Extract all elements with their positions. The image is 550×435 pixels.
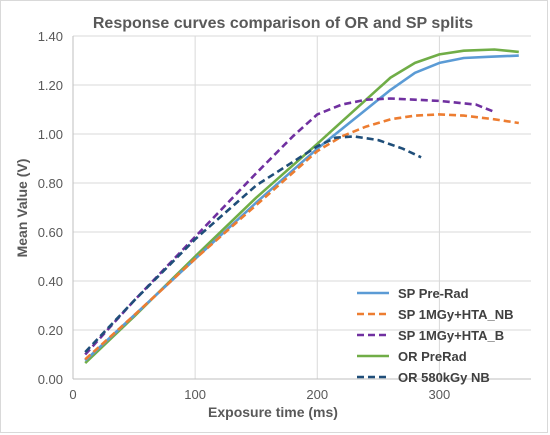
y-tick-label: 0.80 bbox=[38, 176, 63, 191]
x-tick-label: 100 bbox=[184, 387, 206, 402]
series-lines bbox=[84, 48, 519, 365]
legend-label: OR 580kGy NB bbox=[398, 370, 490, 385]
y-tick-label: 0.60 bbox=[38, 225, 63, 240]
legend-label: SP Pre-Rad bbox=[398, 286, 469, 301]
legend-label: SP 1MGy+HTA_NB bbox=[398, 307, 513, 322]
series-line-sp-1mgy-hta-b bbox=[84, 97, 495, 356]
y-tick-label: 0.20 bbox=[38, 323, 63, 338]
chart-title: Response curves comparison of OR and SP … bbox=[93, 15, 473, 32]
axes: 0.00 0.20 0.40 0.60 0.80 1.00 1.20 1.40 0 100 200 3… bbox=[38, 29, 531, 402]
y-tick-label: 1.20 bbox=[38, 78, 63, 93]
legend: SP Pre-Rad SP 1MGy+HTA_NB SP 1MGy+HTA_B OR … bbox=[357, 286, 513, 385]
series-line-or-580kgy-nb bbox=[84, 135, 422, 353]
y-tick-label: 0.40 bbox=[38, 274, 63, 289]
legend-label: OR PreRad bbox=[398, 349, 467, 364]
y-tick-label: 0.00 bbox=[38, 372, 63, 387]
x-axis-title: Exposure time (ms) bbox=[208, 404, 338, 420]
legend-label: SP 1MGy+HTA_B bbox=[398, 328, 504, 343]
gridlines bbox=[73, 35, 531, 379]
series-line-sp-1mgy-hta-nb bbox=[84, 113, 519, 361]
x-tick-label: 0 bbox=[69, 387, 76, 402]
y-axis-title: Mean Value (V) bbox=[14, 159, 30, 258]
x-tick-label: 300 bbox=[429, 387, 451, 402]
x-tick-label: 200 bbox=[306, 387, 328, 402]
y-tick-label: 1.40 bbox=[38, 29, 63, 44]
y-tick-label: 1.00 bbox=[38, 127, 63, 142]
